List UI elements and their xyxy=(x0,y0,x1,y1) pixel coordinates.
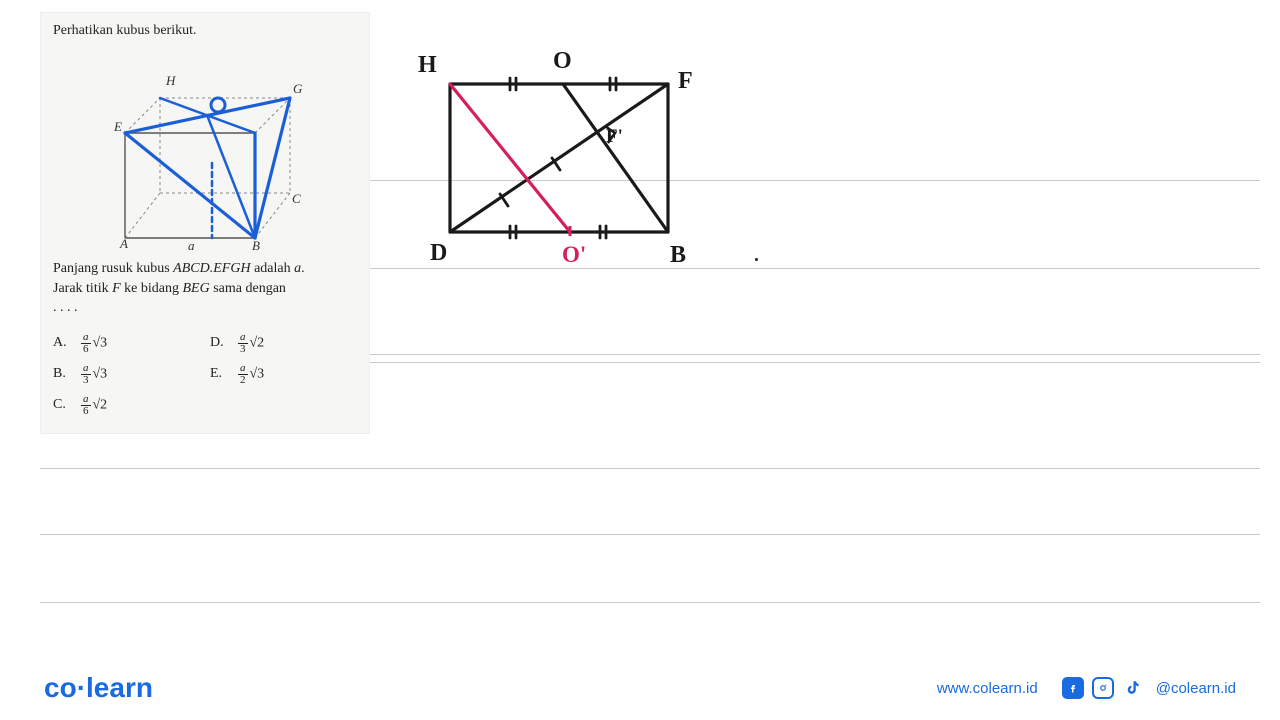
option-C: C. a6√2 xyxy=(53,394,200,417)
option-D: D. a3√2 xyxy=(210,332,357,355)
hd-label-H: H xyxy=(418,52,437,78)
logo: co·learn xyxy=(44,672,153,704)
cube-label-A: A xyxy=(119,236,128,251)
hd-label-Oprime: O' xyxy=(562,242,586,267)
cube-label-a: a xyxy=(188,238,195,253)
cube-label-C: C xyxy=(292,191,301,206)
options: A. a6√3 D. a3√2 B. a3√3 E. a2√3 C. a6√2 xyxy=(53,332,357,417)
hd-label-D: D xyxy=(430,240,447,266)
rule-line xyxy=(40,468,1260,469)
hd-label-Fprime: F' xyxy=(606,126,623,147)
rule-line xyxy=(40,534,1260,535)
hd-label-O: O xyxy=(553,48,572,74)
footer-right: www.colearn.id @colearn.id xyxy=(937,677,1236,699)
footer: co·learn www.colearn.id @colearn.id xyxy=(0,656,1280,720)
cube-label-E: E xyxy=(113,119,122,134)
question-body: Panjang rusuk kubus ABCD.EFGH adalah a. … xyxy=(53,259,357,318)
stray-dot xyxy=(755,258,758,261)
page: Perhatikan kubus berikut. xyxy=(0,0,1280,720)
question-title: Perhatikan kubus berikut. xyxy=(53,23,357,39)
instagram-icon[interactable] xyxy=(1092,677,1114,699)
website-link[interactable]: www.colearn.id xyxy=(937,680,1038,697)
cube-label-G: G xyxy=(293,81,303,96)
cube-figure: A a B C E H G xyxy=(100,43,310,253)
hd-label-F: F xyxy=(678,68,693,94)
social-handle: @colearn.id xyxy=(1156,680,1236,697)
social-links: @colearn.id xyxy=(1062,677,1236,699)
hd-label-B: B xyxy=(670,242,686,268)
question-card: Perhatikan kubus berikut. xyxy=(40,12,370,434)
option-E: E. a2√3 xyxy=(210,363,357,386)
cube-label-H: H xyxy=(165,73,176,88)
option-A: A. a6√3 xyxy=(53,332,200,355)
rule-line xyxy=(40,602,1260,603)
cube-label-B: B xyxy=(252,238,260,253)
tiktok-icon[interactable] xyxy=(1122,677,1144,699)
option-B: B. a3√3 xyxy=(53,363,200,386)
hand-drawing: H O F D B F' O' xyxy=(400,36,850,296)
facebook-icon[interactable] xyxy=(1062,677,1084,699)
